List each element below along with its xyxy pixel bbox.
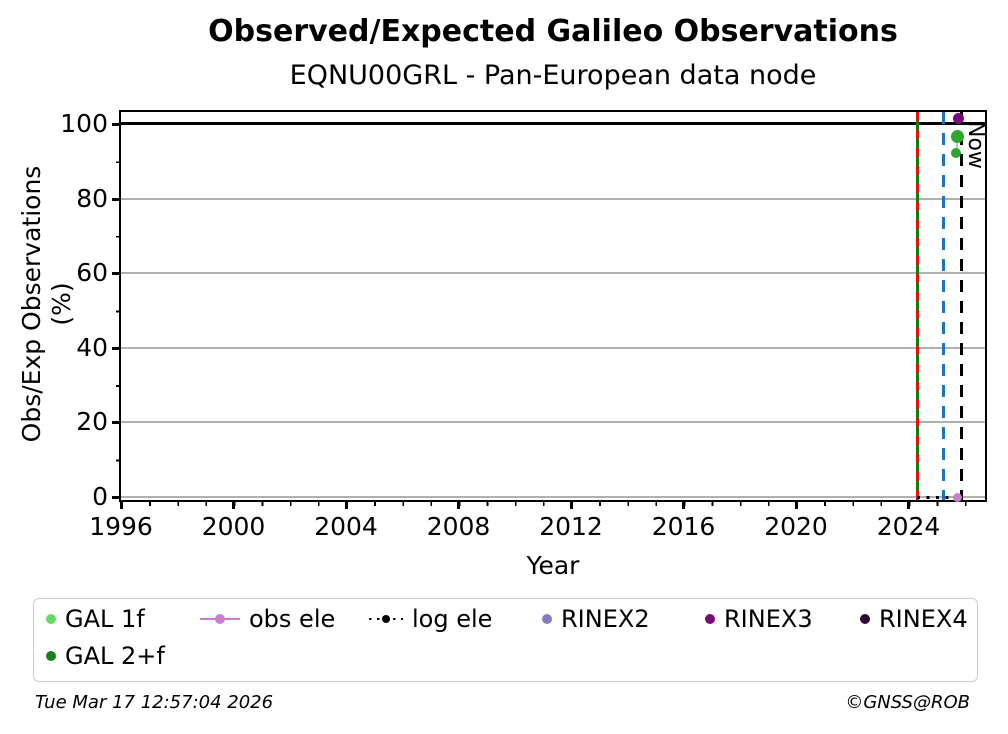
page-title: Observed/Expected Galileo Observations — [208, 14, 898, 49]
y-major-tick — [112, 421, 121, 425]
x-tick-label: 2008 — [426, 512, 491, 541]
y-major-tick — [112, 123, 121, 126]
gridline-60 — [121, 272, 985, 275]
vline-blue-dashed — [941, 112, 945, 500]
x-major-tick — [907, 500, 910, 509]
x-major-tick — [794, 500, 798, 509]
y-tick-label: 80 — [76, 183, 108, 213]
y-axis-minor-ticks — [116, 124, 121, 499]
reference-line-100 — [121, 122, 985, 125]
legend-label: RINEX4 — [879, 605, 968, 633]
x-tick-label: 2024 — [876, 512, 941, 541]
x-tick-label: 2012 — [539, 512, 603, 541]
legend-label: log ele — [412, 605, 493, 633]
x-tick-label: 2020 — [764, 512, 828, 541]
footer-timestamp: Tue Mar 17 12:57:04 2026 — [35, 692, 274, 713]
legend-item-rinex4: RINEX4 — [860, 605, 968, 633]
gal-point-connector — [955, 136, 958, 153]
log-ele-dotted-segment — [917, 495, 962, 499]
y-major-tick — [112, 495, 121, 499]
x-major-tick — [344, 500, 348, 509]
x-tick-label: 2004 — [314, 512, 378, 541]
log-ele-dotted-line-icon — [369, 615, 403, 623]
rinex4-dot-icon — [860, 614, 870, 624]
rinex3-dot-icon — [705, 614, 715, 624]
obs-ele-line-dot-icon — [200, 614, 240, 624]
data-point-gal-lower — [951, 148, 961, 158]
legend-label: obs ele — [249, 605, 336, 633]
y-tick-label: 100 — [60, 109, 108, 138]
gridline-40 — [121, 346, 985, 349]
data-point-obs-ele — [952, 492, 962, 502]
gridline-20 — [121, 421, 985, 424]
x-tick-label: 1996 — [89, 512, 153, 541]
gridline-80 — [121, 197, 985, 200]
footer-copyright: ©GNSS@ROB — [845, 692, 970, 713]
data-point-gal-upper — [950, 129, 964, 143]
x-axis-label: Year — [526, 551, 580, 580]
data-point-rinex3 — [952, 112, 964, 124]
x-major-tick — [232, 500, 235, 509]
x-major-tick — [119, 500, 123, 509]
legend-item-rinex2: RINEX2 — [542, 605, 650, 633]
y-tick-label: 20 — [76, 407, 108, 437]
y-major-tick — [112, 346, 121, 350]
vline-red-dashed — [915, 112, 919, 500]
x-major-tick — [682, 500, 685, 509]
plot-area — [121, 112, 985, 502]
x-major-tick — [569, 500, 573, 509]
gal-2pf-dot-icon — [46, 651, 56, 661]
x-tick-label: 2016 — [651, 512, 716, 541]
legend: GAL 1f obs ele log ele RINEX2 RINEX3 RIN… — [33, 598, 978, 682]
gridline-0 — [121, 496, 985, 498]
vline-now-dashed — [959, 112, 963, 500]
legend-item-obs-ele: obs ele — [200, 605, 335, 633]
chart-subtitle: EQNU00GRL - Pan-European data node — [289, 60, 817, 91]
legend-item-gal-1f: GAL 1f — [46, 605, 145, 633]
legend-label: GAL 1f — [65, 605, 145, 633]
y-tick-label: 40 — [76, 332, 108, 362]
legend-item-rinex3: RINEX3 — [705, 605, 813, 633]
gal-1f-dot-icon — [46, 614, 56, 624]
y-major-tick — [112, 197, 121, 201]
x-tick-label: 2000 — [201, 512, 266, 541]
legend-label: GAL 2+f — [65, 642, 165, 670]
now-line-label: Now — [963, 121, 988, 169]
rinex2-dot-icon — [542, 614, 552, 624]
legend-item-log-ele: log ele — [369, 605, 492, 633]
legend-label: RINEX2 — [561, 605, 650, 633]
y-major-tick — [112, 272, 121, 276]
y-tick-label: 60 — [76, 258, 108, 288]
x-major-tick — [457, 500, 460, 509]
legend-label: RINEX3 — [724, 605, 813, 633]
x-axis-minor-ticks — [121, 501, 985, 506]
y-tick-label: 0 — [92, 482, 108, 511]
legend-item-gal-2pf: GAL 2+f — [46, 642, 165, 670]
